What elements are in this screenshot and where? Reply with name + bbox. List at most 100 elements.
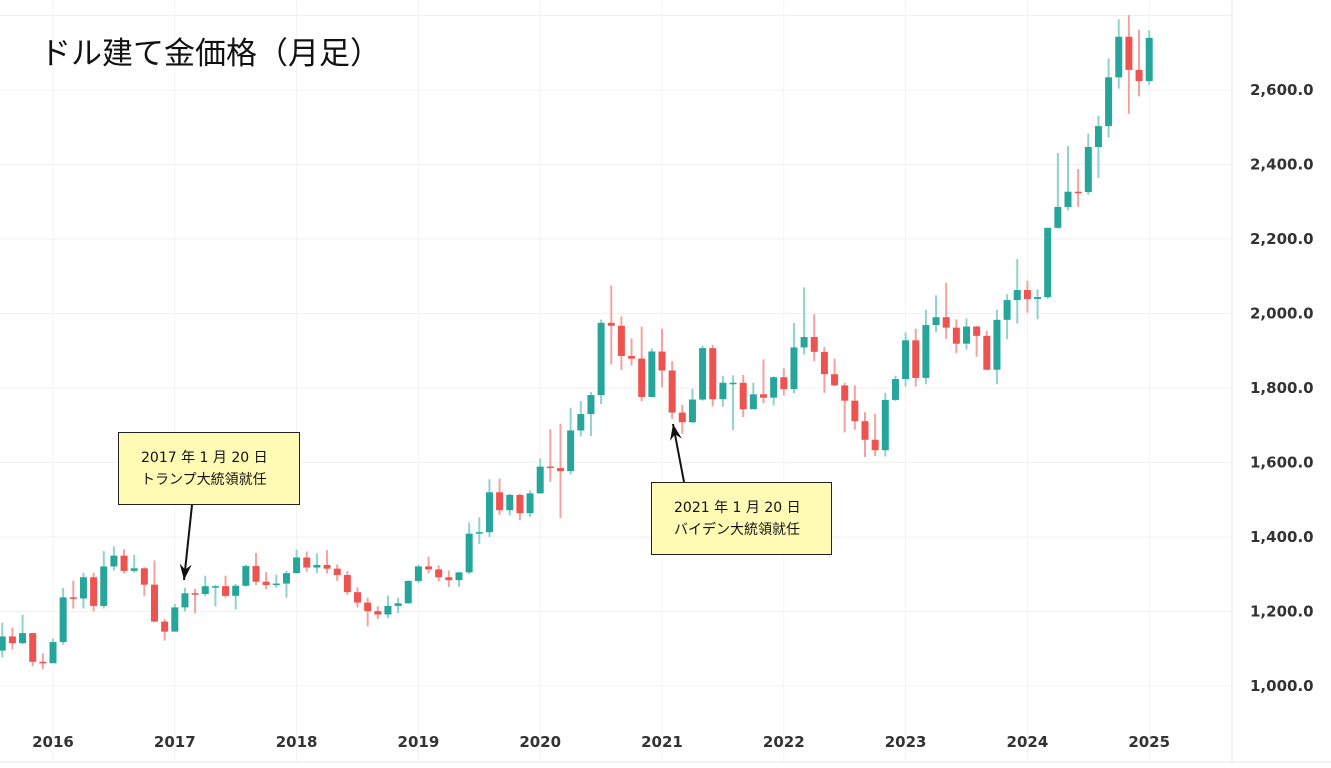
candle-2018-01 xyxy=(293,549,301,574)
candle-2020-05 xyxy=(577,401,585,437)
candle-2021-06 xyxy=(709,344,717,407)
candle-2015-09 xyxy=(8,627,16,650)
candle-2023-12 xyxy=(1013,259,1021,324)
candle-2020-09 xyxy=(617,316,625,371)
candle-body xyxy=(29,633,37,662)
candle-body xyxy=(1003,300,1011,320)
candle-2019-03 xyxy=(435,565,443,582)
candle-body xyxy=(90,577,98,606)
candle-body xyxy=(831,374,839,386)
year-tick-label: 2018 xyxy=(276,733,318,751)
candle-2024-09 xyxy=(1105,58,1113,138)
price-tick-label: 1,000.0 xyxy=(1250,677,1314,695)
year-tick-label: 2025 xyxy=(1128,733,1170,751)
candle-2022-08 xyxy=(851,385,859,430)
candle-body xyxy=(557,468,564,472)
candle-body xyxy=(8,636,16,644)
candle-2022-11 xyxy=(881,392,889,457)
candle-2018-09 xyxy=(374,606,382,619)
year-tick-label: 2016 xyxy=(32,733,74,751)
candle-2023-05 xyxy=(942,282,950,339)
candle-body xyxy=(607,322,615,326)
candle-body xyxy=(475,532,483,534)
candle-2024-12 xyxy=(1135,29,1143,97)
candle-2017-05 xyxy=(211,585,219,607)
candle-2021-02 xyxy=(668,361,676,419)
candle-2016-12 xyxy=(161,618,169,641)
candle-2016-10 xyxy=(140,567,148,597)
candle-2018-12 xyxy=(404,580,412,604)
candle-2022-06 xyxy=(831,358,839,387)
candle-body xyxy=(1044,227,1052,298)
price-axis[interactable]: 1,000.0 1,200.0 1,400.0 1,600.0 1,800.0 2,000… xyxy=(1250,81,1314,695)
candle-body xyxy=(506,494,514,511)
candle-body xyxy=(810,336,818,352)
annotation-event: バイデン大統領就任 xyxy=(674,522,800,538)
candle-2019-06 xyxy=(465,522,473,574)
candle-2020-07 xyxy=(597,319,605,405)
candle-2023-03 xyxy=(922,309,930,385)
candle-body xyxy=(465,533,473,573)
candle-body xyxy=(1135,69,1143,82)
candle-body xyxy=(932,317,940,326)
candle-body xyxy=(638,358,646,397)
candle-body xyxy=(191,593,199,595)
candle-2022-04 xyxy=(810,314,818,362)
annotation-trump: 2017 年 1 月 20 日 トランプ大統領就任 xyxy=(118,432,300,505)
candle-2021-11 xyxy=(760,359,767,404)
candle-body xyxy=(790,347,798,390)
candle-body xyxy=(414,566,422,581)
candle-2022-10 xyxy=(871,414,879,457)
candle-2019-12 xyxy=(526,490,534,517)
candle-2017-06 xyxy=(222,575,230,598)
candle-2016-09 xyxy=(130,554,138,573)
candle-2024-05 xyxy=(1064,145,1072,211)
candle-body xyxy=(384,605,392,615)
candle-body xyxy=(242,566,250,586)
candle-2023-01 xyxy=(902,332,910,387)
candle-2023-10 xyxy=(993,309,1001,385)
candle-body xyxy=(354,592,361,603)
candle-2017-04 xyxy=(201,575,209,597)
candle-2021-12 xyxy=(770,376,778,406)
candle-2016-11 xyxy=(151,560,158,623)
arrow-line xyxy=(183,504,193,581)
candle-2023-07 xyxy=(963,318,970,350)
candle-2018-03 xyxy=(313,553,321,574)
price-tick-label: 2,000.0 xyxy=(1250,305,1314,323)
candle-body xyxy=(1145,37,1153,82)
candle-body xyxy=(445,577,453,581)
candle-2023-06 xyxy=(952,319,960,354)
candle-body xyxy=(1054,206,1062,228)
candle-2019-09 xyxy=(496,478,504,516)
candle-body xyxy=(323,564,331,569)
candle-body xyxy=(485,492,493,533)
candle-body xyxy=(171,607,179,632)
candle-body xyxy=(343,574,351,593)
candle-2023-08 xyxy=(973,325,981,357)
candle-2024-01 xyxy=(1023,280,1031,313)
candle-body xyxy=(1084,146,1092,193)
candle-2019-08 xyxy=(485,479,493,537)
candle-body xyxy=(597,322,605,396)
candle-body xyxy=(252,566,260,582)
candle-body xyxy=(871,439,879,451)
annotation-date: 2017 年 1 月 20 日 xyxy=(141,450,268,466)
candle-body xyxy=(222,586,230,596)
chart-title: ドル建て金価格（月足） xyxy=(40,36,381,72)
candle-body xyxy=(516,494,524,514)
candle-body xyxy=(0,636,6,651)
candles xyxy=(0,15,1153,669)
candle-body xyxy=(151,584,158,622)
candle-body xyxy=(973,326,981,336)
candle-body xyxy=(678,412,686,423)
year-tick-label: 2019 xyxy=(398,733,440,751)
candle-body xyxy=(303,557,311,568)
time-axis[interactable]: 2016 2017 2018 2019 2020 2021 2022 2023 2024 2025 xyxy=(32,733,1170,751)
candle-body xyxy=(425,566,433,570)
candle-body xyxy=(161,621,169,632)
candle-2020-11 xyxy=(638,326,646,402)
candle-2016-03 xyxy=(69,580,77,609)
candle-2017-02 xyxy=(181,587,189,612)
candle-2016-07 xyxy=(110,546,118,571)
